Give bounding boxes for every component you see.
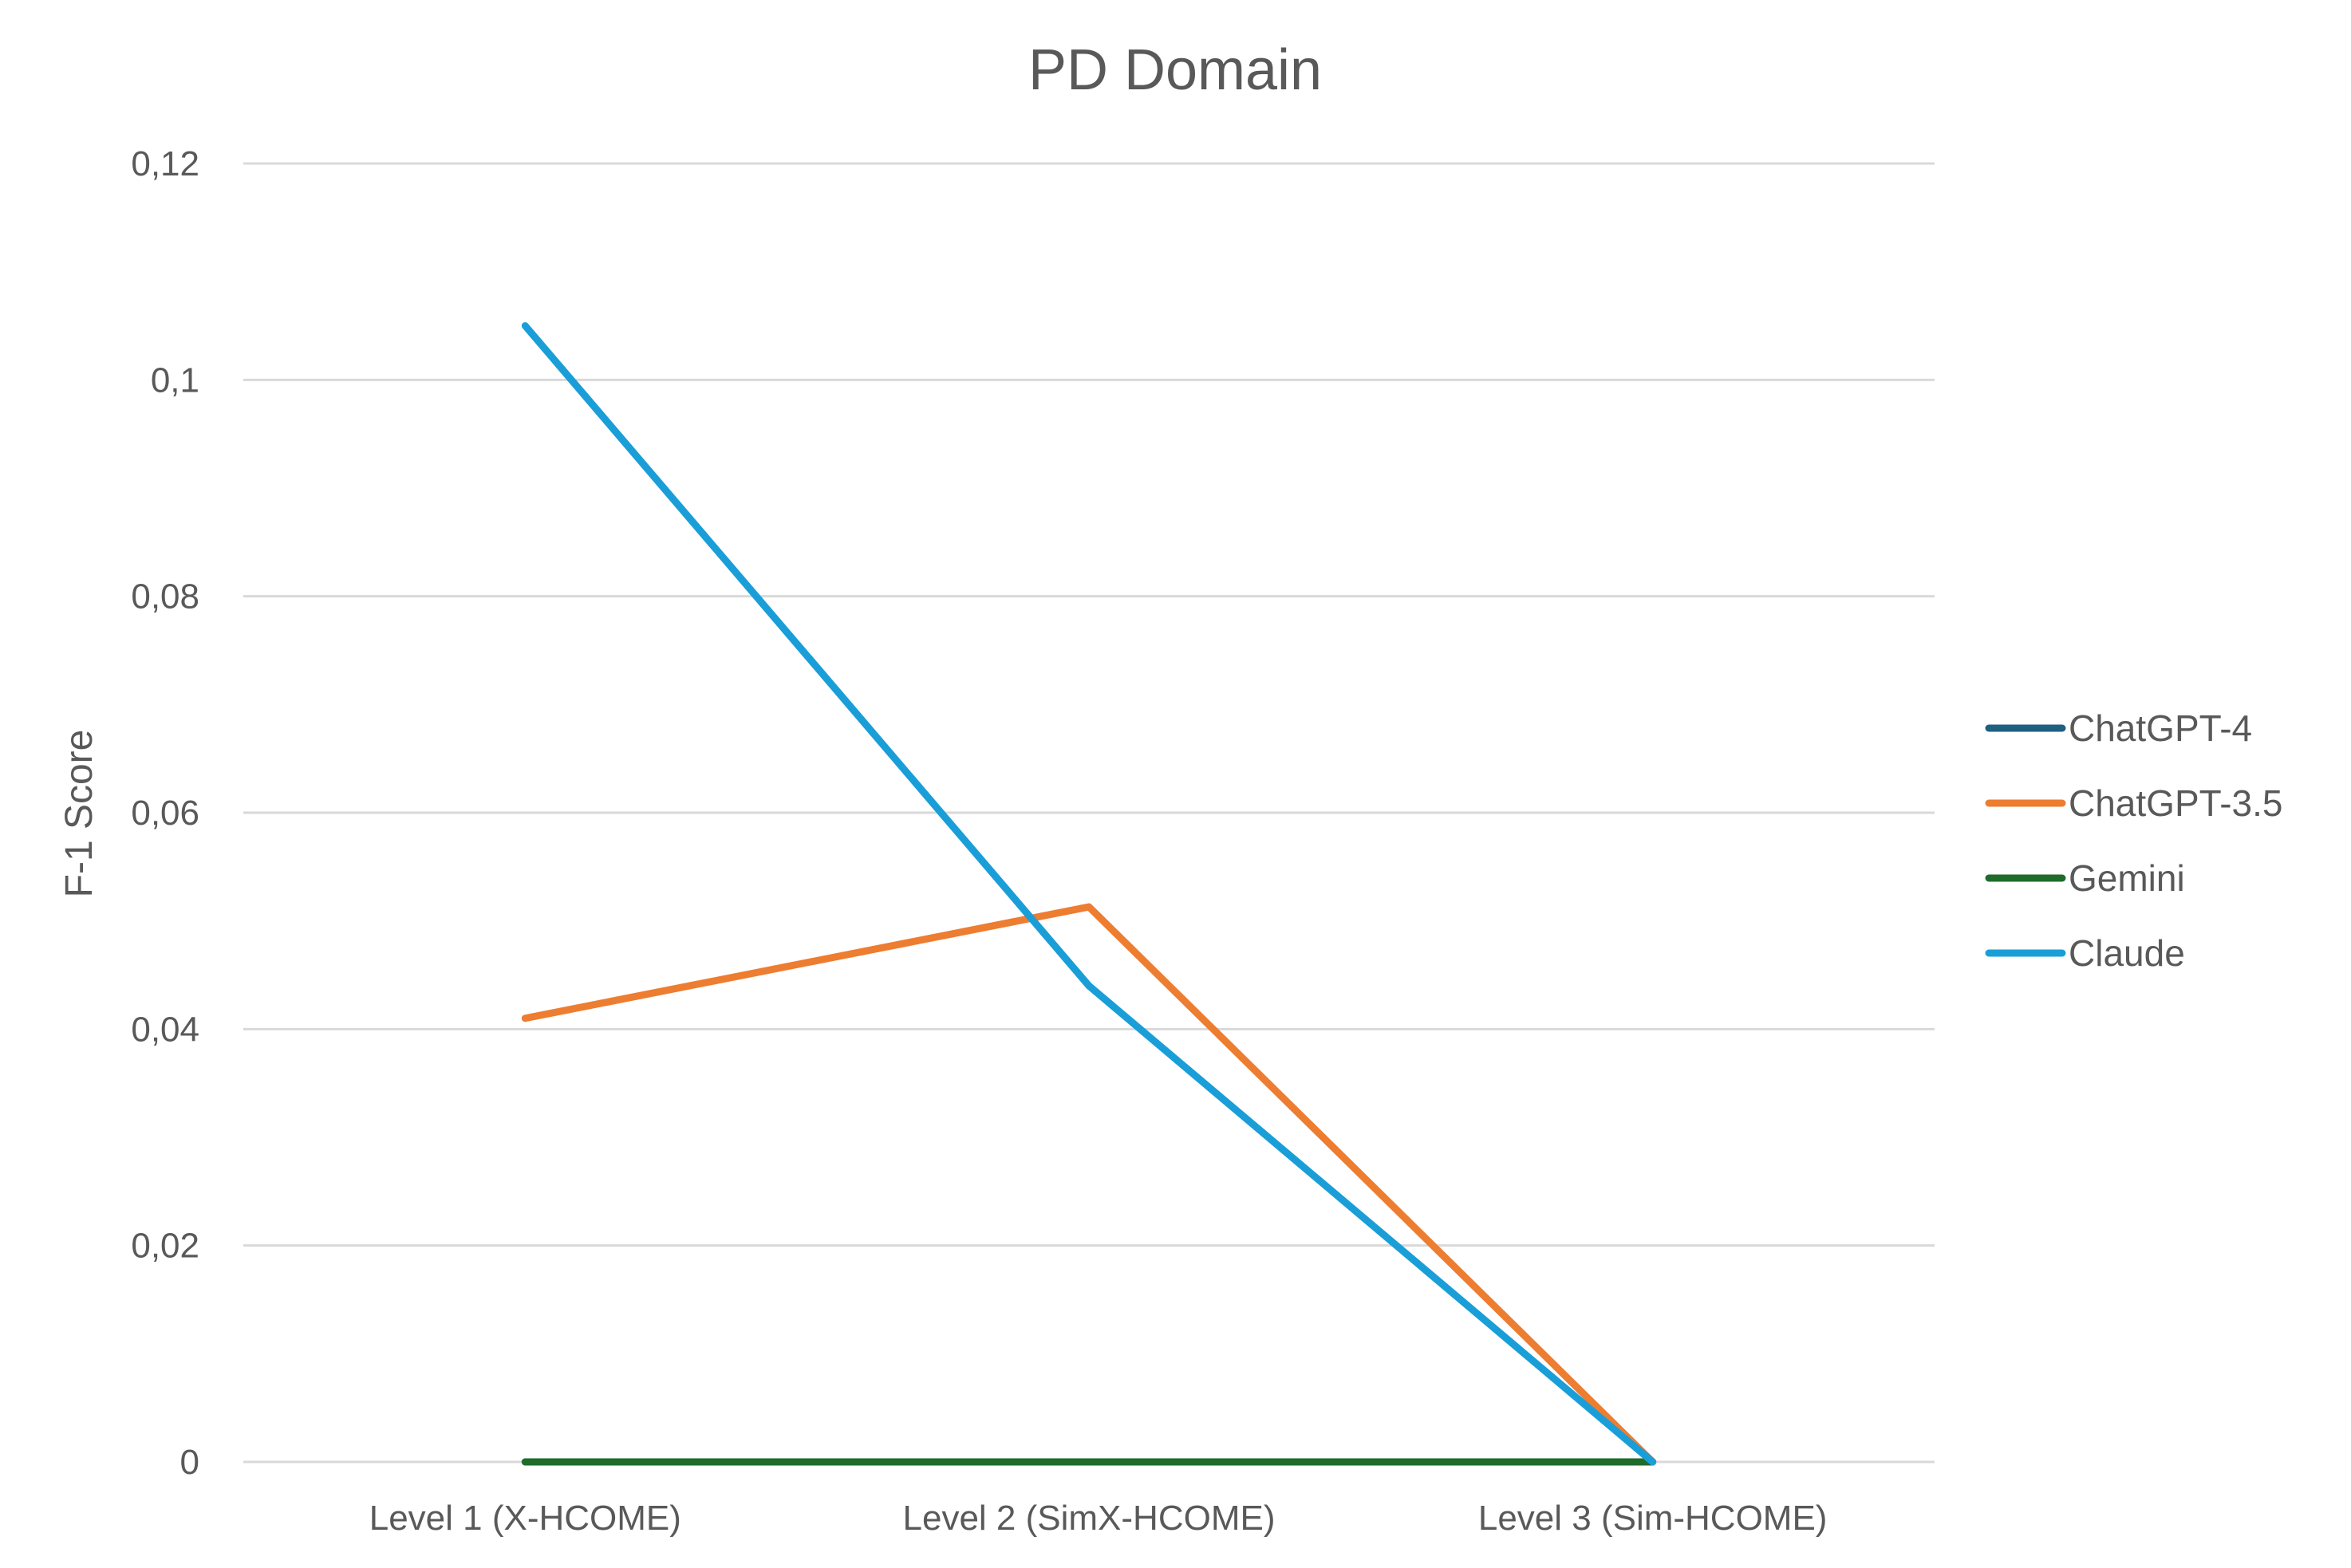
legend-item: ChatGPT-4	[1985, 707, 2252, 749]
x-axis-ticks: Level 1 (X-HCOME) Level 2 (SimX-HCOME) Lev…	[369, 1499, 1828, 1538]
series-lines	[521, 322, 1657, 1466]
y-tick-label: 0,1	[151, 360, 199, 400]
y-tick-label: 0,04	[131, 1010, 199, 1049]
y-tick-label: 0,12	[131, 144, 199, 183]
x-tick-label: Level 1 (X-HCOME)	[369, 1499, 681, 1538]
legend-label: Gemini	[2069, 857, 2185, 899]
legend-label: ChatGPT-3.5	[2069, 782, 2282, 824]
gridlines	[243, 162, 1935, 1464]
y-axis-label: F-1 Score	[58, 730, 101, 898]
legend-item: Gemini	[1985, 857, 2185, 899]
y-tick-label: 0	[180, 1443, 199, 1482]
y-tick-label: 0,08	[131, 577, 199, 617]
chart-title: PD Domain	[1028, 38, 1322, 102]
legend-label: Claude	[2069, 932, 2185, 974]
legend: ChatGPT-4 ChatGPT-3.5 Gemini Claude	[1985, 707, 2282, 974]
x-tick-label: Level 3 (Sim-HCOME)	[1478, 1499, 1828, 1538]
y-tick-label: 0,06	[131, 794, 199, 833]
x-tick-label: Level 2 (SimX-HCOME)	[903, 1499, 1276, 1538]
y-tick-label: 0,02	[131, 1227, 199, 1266]
legend-item: ChatGPT-3.5	[1985, 782, 2282, 824]
y-axis-ticks: 0 0,02 0,04 0,06 0,08 0,1 0,12	[131, 144, 199, 1482]
series-line-claude	[521, 322, 1657, 1466]
legend-label: ChatGPT-4	[2069, 707, 2252, 749]
legend-item: Claude	[1985, 932, 2185, 974]
series-line-chatgpt-3-5	[521, 903, 1657, 1466]
